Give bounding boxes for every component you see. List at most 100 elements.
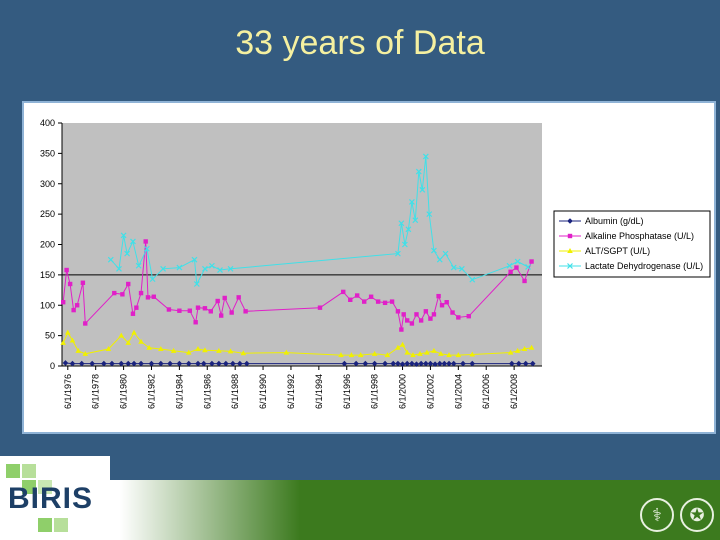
data-point xyxy=(567,263,573,269)
series-3 xyxy=(107,153,531,287)
data-point xyxy=(450,360,457,367)
x-tick-label: 6/1/1998 xyxy=(370,374,380,409)
data-point xyxy=(368,294,374,299)
data-point xyxy=(418,318,424,323)
data-point xyxy=(414,312,419,317)
data-point xyxy=(384,352,391,358)
data-point xyxy=(216,360,222,367)
x-tick-label: 6/1/1976 xyxy=(63,374,73,409)
data-point xyxy=(522,360,529,367)
data-point xyxy=(567,248,573,253)
data-point xyxy=(124,250,131,257)
x-tick-label: 6/1/2008 xyxy=(509,374,519,409)
data-point xyxy=(118,332,125,338)
data-point xyxy=(230,360,236,367)
data-point xyxy=(67,281,73,287)
data-point xyxy=(506,262,513,269)
y-tick-label: 50 xyxy=(45,331,55,341)
data-point xyxy=(410,352,416,358)
data-point xyxy=(60,300,66,305)
data-point xyxy=(195,305,201,310)
y-tick-label: 350 xyxy=(40,148,55,158)
legend-label: Albumin (g/dL) xyxy=(585,216,644,226)
data-point xyxy=(508,360,515,367)
data-point xyxy=(216,347,222,353)
data-point xyxy=(125,339,132,345)
data-point xyxy=(525,264,531,270)
data-point xyxy=(243,309,248,314)
legend-label: Lactate Dehydrogenase (U/L) xyxy=(585,261,703,271)
data-point xyxy=(74,303,80,308)
x-tick-label: 6/1/1992 xyxy=(286,374,296,409)
data-point xyxy=(158,345,164,351)
data-point xyxy=(522,278,527,284)
data-point xyxy=(567,233,573,239)
data-point xyxy=(394,250,401,257)
data-point xyxy=(237,360,243,367)
data-point xyxy=(125,360,132,367)
data-point xyxy=(145,295,151,300)
data-point xyxy=(431,247,437,254)
data-point xyxy=(101,360,107,367)
data-point xyxy=(317,305,323,310)
data-point xyxy=(130,311,136,316)
y-tick-label: 100 xyxy=(40,300,55,310)
data-point xyxy=(426,211,433,218)
data-point xyxy=(404,349,411,355)
data-point xyxy=(422,153,429,160)
data-point xyxy=(146,344,152,350)
series-0 xyxy=(62,360,536,367)
data-point xyxy=(455,352,462,358)
data-point xyxy=(341,360,348,367)
data-point xyxy=(134,305,139,310)
data-point xyxy=(217,267,223,273)
data-point xyxy=(160,265,167,272)
data-point xyxy=(431,347,437,353)
data-point xyxy=(215,298,220,304)
chart-frame: 0 50 100 150 200 250 300 350 400 6/1/1976 6/1/197… xyxy=(22,101,716,434)
data-point xyxy=(418,360,424,367)
data-point xyxy=(229,310,234,315)
data-point xyxy=(191,256,198,263)
series-1 xyxy=(60,239,534,332)
y-tick-label: 300 xyxy=(40,179,55,189)
data-point xyxy=(438,350,444,356)
data-point xyxy=(78,360,85,367)
data-point xyxy=(401,241,408,248)
data-point xyxy=(65,329,71,335)
data-point xyxy=(389,299,395,304)
data-point xyxy=(399,361,406,367)
y-tick-label: 200 xyxy=(40,240,55,250)
data-point xyxy=(116,265,122,272)
data-point xyxy=(357,352,364,358)
plot-area xyxy=(62,123,542,366)
data-point xyxy=(371,360,378,367)
data-point xyxy=(567,218,573,224)
data-point xyxy=(390,360,397,367)
data-point xyxy=(404,360,411,367)
data-point xyxy=(469,360,476,367)
x-tick-label: 6/1/1984 xyxy=(174,374,184,409)
legend-label: ALT/SGPT (U/L) xyxy=(585,246,650,256)
data-point xyxy=(167,360,173,367)
data-point xyxy=(417,350,423,356)
data-point xyxy=(200,360,207,367)
data-point xyxy=(158,360,164,367)
data-point xyxy=(222,295,227,301)
x-tick-label: 6/1/2006 xyxy=(481,374,491,409)
data-point xyxy=(401,312,406,317)
data-point xyxy=(444,300,449,305)
data-point xyxy=(109,360,115,367)
x-tick-label: 6/1/1980 xyxy=(119,374,129,409)
data-point xyxy=(227,348,234,354)
data-point xyxy=(395,309,401,314)
data-point xyxy=(195,360,201,367)
data-point xyxy=(408,199,415,205)
data-point xyxy=(89,360,95,367)
data-point xyxy=(193,320,198,325)
data-point xyxy=(439,303,445,308)
data-point xyxy=(143,239,148,244)
data-point xyxy=(202,306,208,311)
data-point xyxy=(62,360,69,366)
hhs-seal-icon: ⚕ xyxy=(640,498,674,532)
